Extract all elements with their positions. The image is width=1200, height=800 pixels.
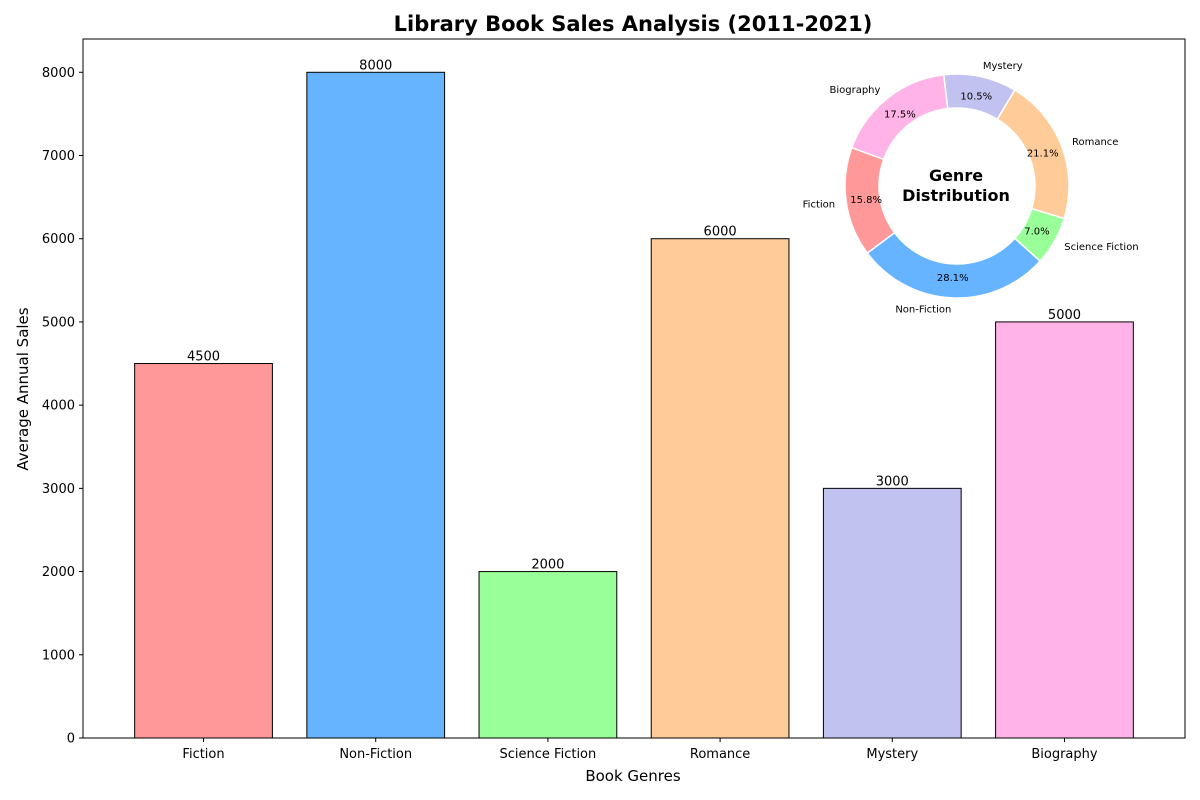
y-tick-label: 0 [67, 732, 75, 747]
bar-value-label: 4500 [187, 350, 220, 365]
bar-non-fiction [306, 71, 446, 739]
x-tick-label: Science Fiction [500, 747, 597, 762]
donut-slice-biography [850, 73, 949, 161]
chart-title: Library Book Sales Analysis (2011-2021) [394, 12, 873, 36]
bar-science-fiction [478, 571, 618, 739]
donut-chart: 15.8% Fiction 28.1% Non-Fiction 7.0% Science … [803, 61, 1139, 316]
axes-layer [82, 38, 1186, 739]
donut-category-label: Mystery [983, 61, 1023, 72]
y-ticks: 0 1000 2000 3000 4000 5000 6000 7000 8000 [42, 66, 83, 747]
y-tick-label: 6000 [42, 232, 75, 247]
x-tick-label: Mystery [866, 747, 918, 762]
donut-center-line-1: Genre [929, 166, 983, 185]
bar-value-label: 2000 [531, 558, 564, 573]
y-tick-label: 5000 [42, 315, 75, 330]
donut-category-label: Science Fiction [1064, 242, 1138, 253]
y-tick-label: 1000 [42, 648, 75, 663]
donut-category-label: Non-Fiction [895, 305, 951, 316]
donut-percent-label: 10.5% [960, 92, 992, 103]
donut-percent-label: 7.0% [1024, 227, 1049, 238]
donut-slice-non-fiction [866, 231, 1042, 299]
x-axis-label: Book Genres [585, 767, 681, 785]
donut-category-label: Romance [1072, 137, 1118, 148]
bar-value-label: 8000 [359, 58, 392, 73]
donut-percent-label: 28.1% [937, 273, 969, 284]
bar-romance [650, 238, 790, 739]
y-tick-label: 2000 [42, 565, 75, 580]
donut-category-label: Fiction [803, 200, 835, 211]
bar-value-label: 3000 [876, 474, 909, 489]
donut-category-label: Biography [829, 85, 880, 96]
bars-layer: 4500 8000 2000 6000 3000 5000 [134, 58, 1134, 739]
x-tick-label: Fiction [182, 747, 224, 762]
y-tick-label: 7000 [42, 149, 75, 164]
bar-biography [995, 321, 1134, 739]
y-tick-label: 3000 [42, 482, 75, 497]
donut-percent-label: 15.8% [850, 195, 882, 206]
y-tick-label: 4000 [42, 399, 75, 414]
y-tick-label: 8000 [42, 66, 75, 81]
donut-center-line-2: Distribution [902, 186, 1010, 205]
donut-percent-label: 21.1% [1027, 149, 1059, 160]
bar-value-label: 6000 [704, 225, 737, 240]
bar-mystery [822, 487, 962, 739]
donut-percent-label: 17.5% [884, 110, 916, 121]
x-tick-label: Non-Fiction [339, 747, 412, 762]
x-tick-label: Biography [1031, 747, 1098, 762]
y-axis-label: Average Annual Sales [14, 307, 32, 470]
bar-fiction [134, 363, 273, 739]
plot-frame [82, 38, 1186, 739]
bar-value-label: 5000 [1048, 308, 1081, 323]
x-tick-label: Romance [690, 747, 750, 762]
x-ticks: Fiction Non-Fiction Science Fiction Romance… [182, 738, 1098, 762]
